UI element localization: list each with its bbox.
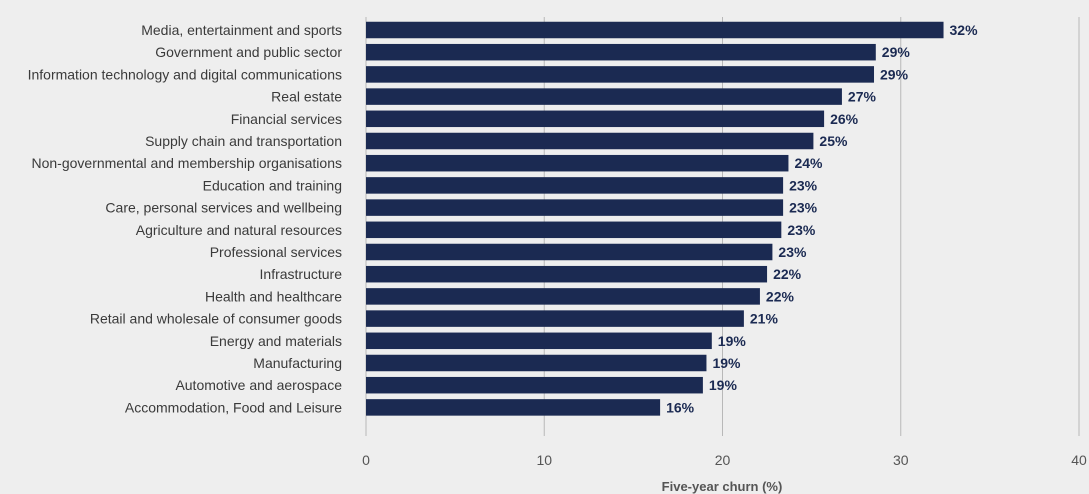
bar-value-label: 19% bbox=[718, 333, 747, 349]
category-label: Financial services bbox=[231, 111, 342, 127]
bar-value-label: 19% bbox=[709, 377, 738, 393]
category-label: Government and public sector bbox=[155, 44, 342, 60]
category-label: Non-governmental and membership organisa… bbox=[31, 155, 342, 171]
category-label: Real estate bbox=[271, 89, 342, 105]
bar bbox=[366, 154, 789, 172]
bar-value-label: 22% bbox=[773, 266, 802, 282]
bar-value-label: 25% bbox=[819, 133, 848, 149]
bar-value-label: 29% bbox=[882, 44, 911, 60]
bar bbox=[366, 21, 944, 39]
x-tick-label: 30 bbox=[893, 452, 909, 468]
category-label: Education and training bbox=[203, 177, 342, 193]
bar bbox=[366, 399, 661, 416]
x-axis-ticks: 0 10 20 30 40 bbox=[362, 452, 1087, 468]
category-label: Care, personal services and wellbeing bbox=[105, 200, 342, 216]
category-label: Retail and wholesale of consumer goods bbox=[90, 311, 342, 327]
bar-value-label: 24% bbox=[794, 155, 823, 171]
bar bbox=[366, 310, 744, 327]
bar bbox=[366, 376, 703, 394]
x-tick-label: 40 bbox=[1071, 452, 1087, 468]
x-tick-label: 10 bbox=[536, 452, 552, 468]
category-label: Health and healthcare bbox=[205, 288, 342, 304]
category-label: Energy and materials bbox=[210, 333, 342, 349]
bar-value-label: 23% bbox=[787, 222, 816, 238]
bar-value-label: 26% bbox=[830, 111, 859, 127]
x-tick-label: 20 bbox=[715, 452, 731, 468]
value-labels: 32%29%29%27%26%25%24%23%23%23%23%22%22%2… bbox=[666, 22, 978, 415]
category-label: Infrastructure bbox=[260, 266, 343, 282]
category-label: Information technology and digital commu… bbox=[28, 66, 342, 82]
bar-value-label: 27% bbox=[848, 89, 877, 105]
category-label: Automotive and aerospace bbox=[175, 377, 342, 393]
bar bbox=[366, 265, 768, 283]
bars bbox=[366, 21, 944, 416]
bar-value-label: 29% bbox=[880, 66, 909, 82]
x-axis-title: Five-year churn (%) bbox=[662, 479, 783, 494]
category-label: Agriculture and natural resources bbox=[136, 222, 342, 238]
category-labels: Media, entertainment and sports Governmen… bbox=[28, 22, 343, 415]
bar bbox=[366, 88, 842, 105]
bar bbox=[366, 110, 825, 128]
bar bbox=[366, 221, 782, 239]
category-label: Accommodation, Food and Leisure bbox=[125, 399, 342, 415]
category-label: Supply chain and transportation bbox=[145, 133, 342, 149]
bar-value-label: 22% bbox=[766, 288, 795, 304]
x-tick-label: 0 bbox=[362, 452, 370, 468]
bar bbox=[366, 243, 773, 261]
bar-value-label: 16% bbox=[666, 399, 695, 415]
bar bbox=[366, 43, 876, 61]
bar-value-label: 32% bbox=[950, 22, 979, 38]
bar-value-label: 23% bbox=[789, 200, 818, 216]
bar bbox=[366, 66, 875, 83]
category-label: Manufacturing bbox=[253, 355, 342, 371]
bar bbox=[366, 132, 814, 150]
bar bbox=[366, 177, 784, 194]
bar bbox=[366, 288, 760, 305]
category-label: Media, entertainment and sports bbox=[141, 22, 342, 38]
bar-value-label: 21% bbox=[750, 311, 779, 327]
bar bbox=[366, 332, 712, 350]
bar-value-label: 23% bbox=[778, 244, 807, 260]
category-label: Professional services bbox=[210, 244, 342, 260]
bar bbox=[366, 199, 784, 216]
bar bbox=[366, 354, 707, 372]
bar-value-label: 19% bbox=[712, 355, 741, 371]
bar-value-label: 23% bbox=[789, 177, 818, 193]
